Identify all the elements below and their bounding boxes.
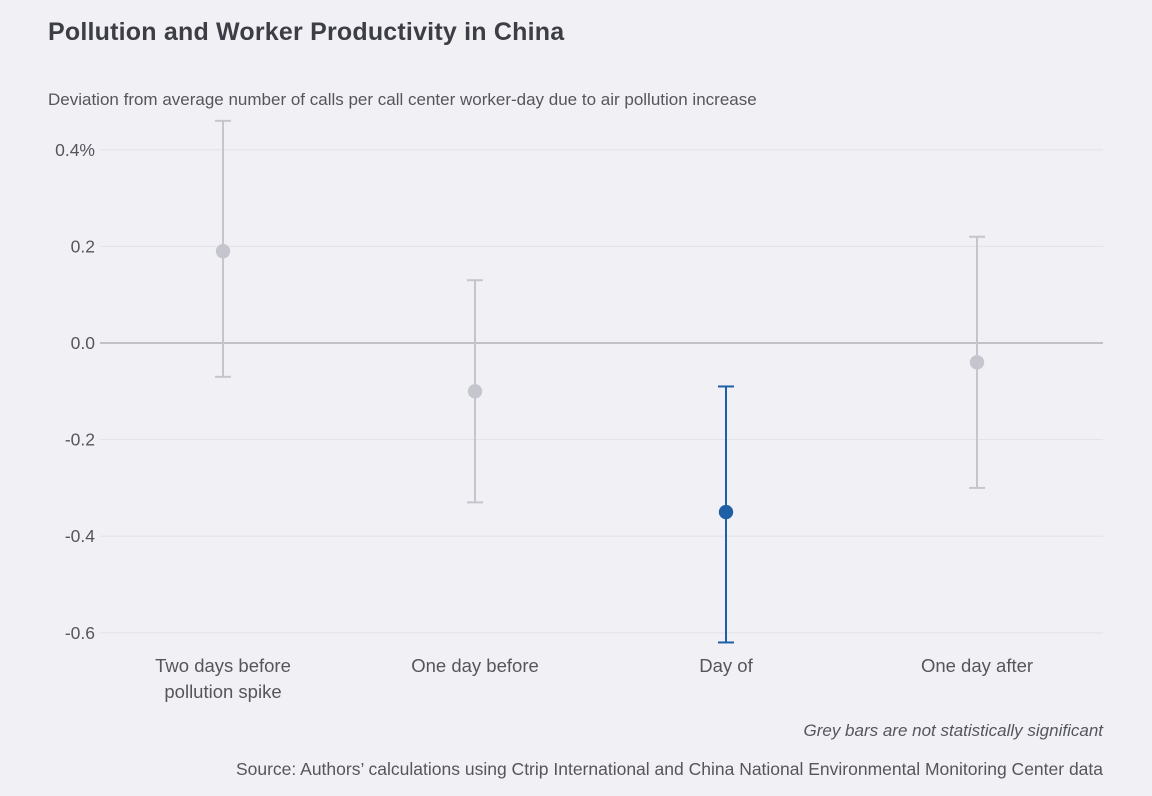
data-point xyxy=(969,355,985,370)
x-category-label: Day of xyxy=(699,655,753,676)
data-point xyxy=(215,244,231,259)
significance-note: Grey bars are not statistically signific… xyxy=(803,721,1103,740)
x-category-label: Two days before pollution spike xyxy=(155,655,291,702)
y-tick-label: -0.6 xyxy=(65,623,95,643)
x-category-label: One day before xyxy=(411,655,539,676)
x-category-label: One day after xyxy=(921,655,1033,676)
chart-subtitle: Deviation from average number of calls p… xyxy=(48,90,757,109)
data-point xyxy=(718,504,734,520)
error-bar-chart: 0.4% 0.2 0.0 -0.2 -0.4 -0.6 Two days before pol… xyxy=(55,119,1103,702)
y-tick-label: 0.4% xyxy=(55,140,95,160)
y-tick-label: -0.2 xyxy=(65,430,95,450)
page-title: Pollution and Worker Productivity in Chi… xyxy=(48,18,565,46)
y-tick-label: 0.0 xyxy=(71,333,96,353)
data-point xyxy=(467,384,483,399)
y-tick-label: 0.2 xyxy=(71,236,95,256)
source-line: Source: Authors’ calculations using Ctri… xyxy=(235,759,1103,779)
y-tick-label: -0.4 xyxy=(65,526,95,546)
